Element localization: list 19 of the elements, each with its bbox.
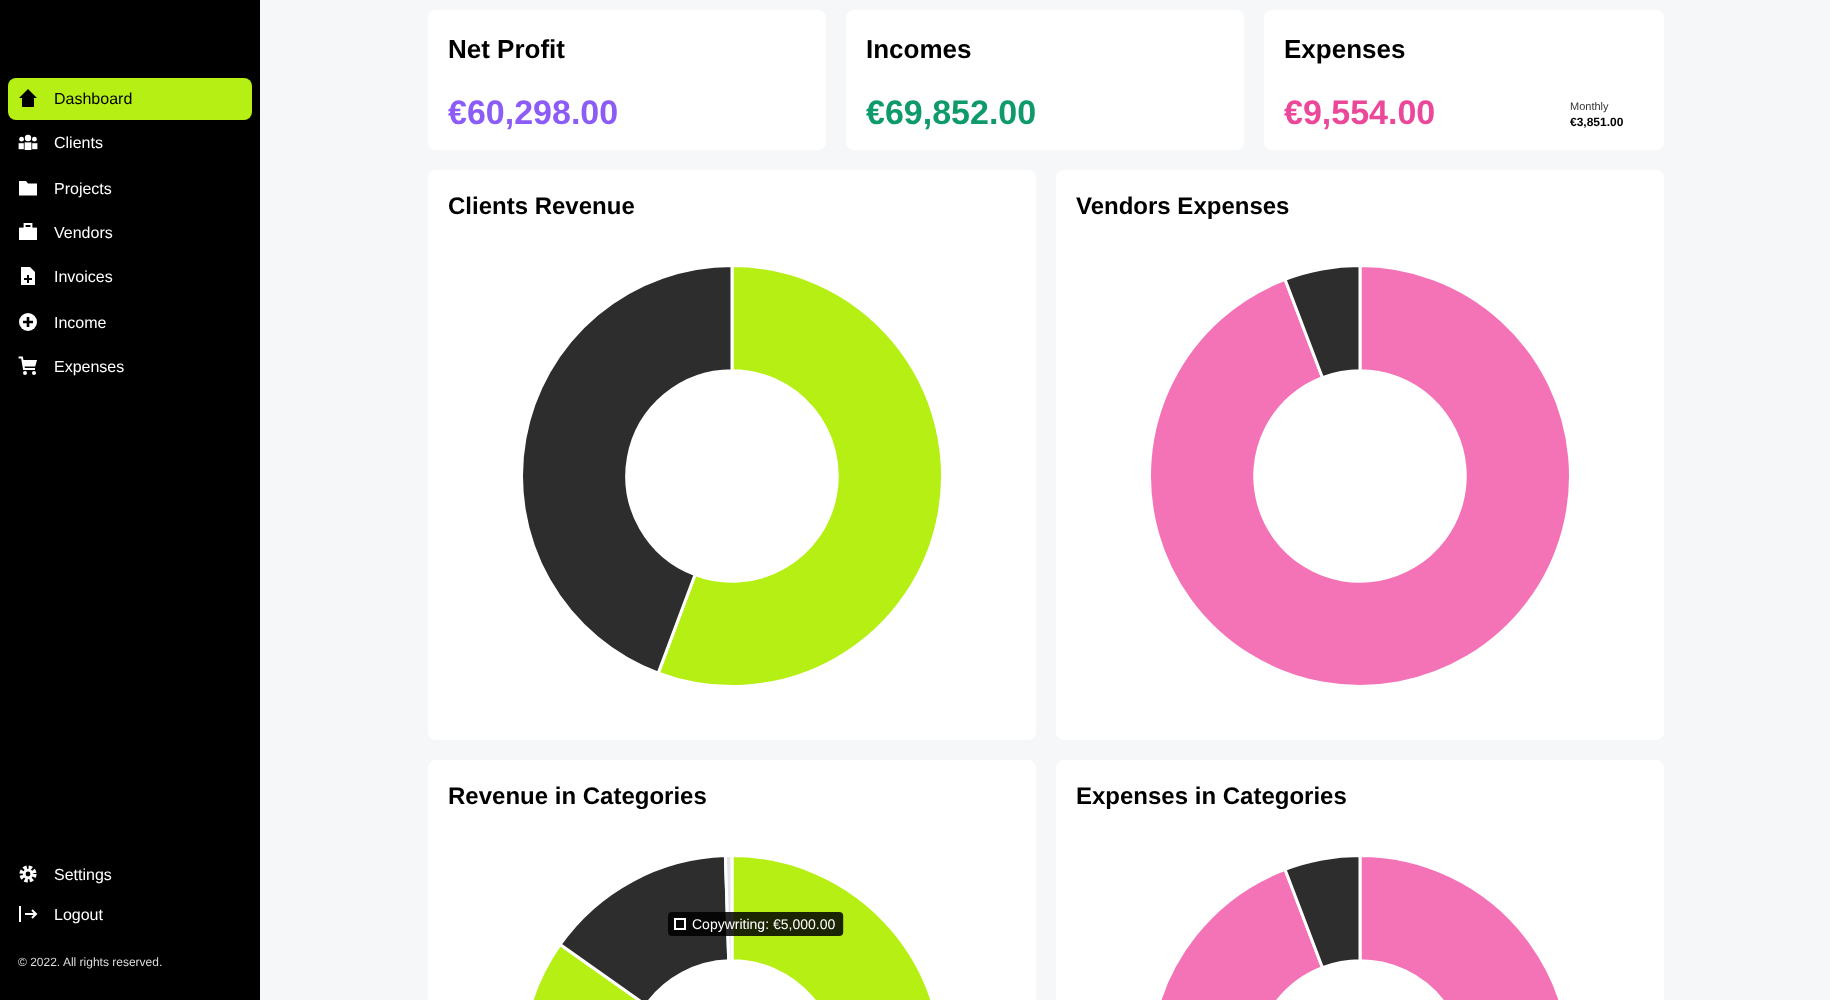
text: Projects bbox=[54, 179, 112, 197]
text: Invoices bbox=[54, 267, 113, 285]
text: Logout bbox=[54, 905, 103, 923]
text: Clients bbox=[54, 133, 103, 151]
chart-title: Clients Revenue bbox=[448, 192, 635, 220]
text: Expenses bbox=[54, 357, 125, 375]
text: €69,852.00 bbox=[866, 94, 1037, 134]
text: Dashboard bbox=[54, 89, 133, 107]
chart-title: Expenses in Categories bbox=[1076, 782, 1347, 810]
text: Incomes bbox=[866, 34, 972, 64]
chart-title: Revenue in Categories bbox=[448, 782, 707, 810]
chart-title: Vendors Expenses bbox=[1076, 192, 1290, 220]
text: €9,554.00 bbox=[1284, 94, 1436, 134]
text: Vendors bbox=[54, 223, 113, 241]
text: Expenses bbox=[1284, 34, 1406, 64]
text: Income bbox=[54, 313, 107, 331]
text: Net Profit bbox=[448, 34, 565, 64]
text: Settings bbox=[54, 865, 112, 883]
text: €60,298.00 bbox=[448, 94, 619, 134]
